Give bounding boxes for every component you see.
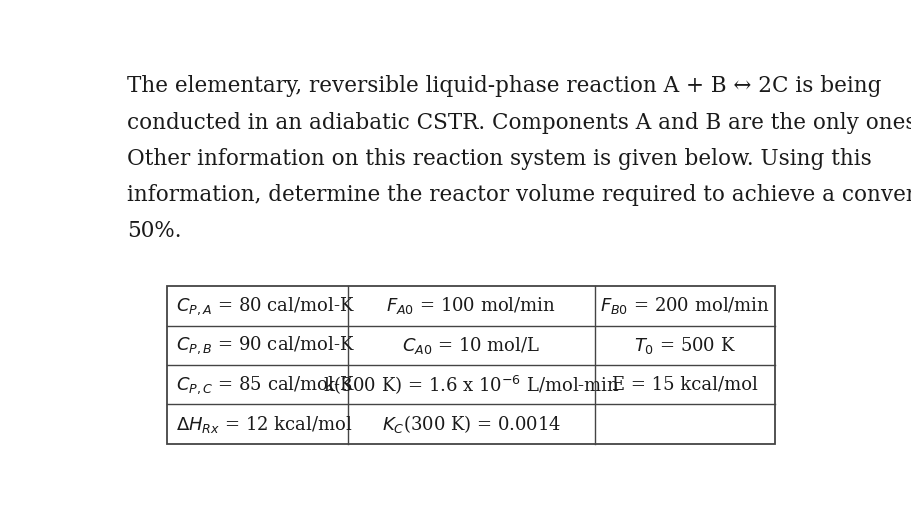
Text: $C_{P,B}$ = 90 cal/mol-K: $C_{P,B}$ = 90 cal/mol-K bbox=[176, 334, 354, 356]
Text: $F_{A0}$ = 100 mol/min: $F_{A0}$ = 100 mol/min bbox=[386, 295, 556, 316]
Bar bbox=[167, 286, 774, 444]
Text: $C_{A0}$ = 10 mol/L: $C_{A0}$ = 10 mol/L bbox=[402, 335, 539, 356]
Text: $F_{B0}$ = 200 mol/min: $F_{B0}$ = 200 mol/min bbox=[599, 295, 769, 316]
Text: 50%.: 50%. bbox=[127, 220, 181, 242]
Text: k(300 K) = 1.6 x 10$^{-6}$ L/mol-min: k(300 K) = 1.6 x 10$^{-6}$ L/mol-min bbox=[322, 373, 619, 396]
Text: The elementary, reversible liquid-phase reaction A + B ↔ 2C is being: The elementary, reversible liquid-phase … bbox=[127, 75, 880, 97]
Text: $\Delta H_{Rx}$ = 12 kcal/mol: $\Delta H_{Rx}$ = 12 kcal/mol bbox=[176, 414, 353, 435]
Text: $C_{P,A}$ = 80 cal/mol-K: $C_{P,A}$ = 80 cal/mol-K bbox=[176, 295, 354, 316]
Text: $C_{P,C}$ = 85 cal/mol-K: $C_{P,C}$ = 85 cal/mol-K bbox=[176, 374, 355, 395]
Text: conducted in an adiabatic CSTR. Components A and B are the only ones fed.: conducted in an adiabatic CSTR. Componen… bbox=[127, 112, 911, 134]
Text: information, determine the reactor volume required to achieve a conversion of: information, determine the reactor volum… bbox=[127, 184, 911, 206]
Text: Other information on this reaction system is given below. Using this: Other information on this reaction syste… bbox=[127, 148, 871, 170]
Text: $T_0$ = 500 K: $T_0$ = 500 K bbox=[633, 335, 735, 356]
Text: E = 15 kcal/mol: E = 15 kcal/mol bbox=[611, 376, 757, 394]
Text: $K_C$(300 K) = 0.0014: $K_C$(300 K) = 0.0014 bbox=[381, 413, 560, 435]
